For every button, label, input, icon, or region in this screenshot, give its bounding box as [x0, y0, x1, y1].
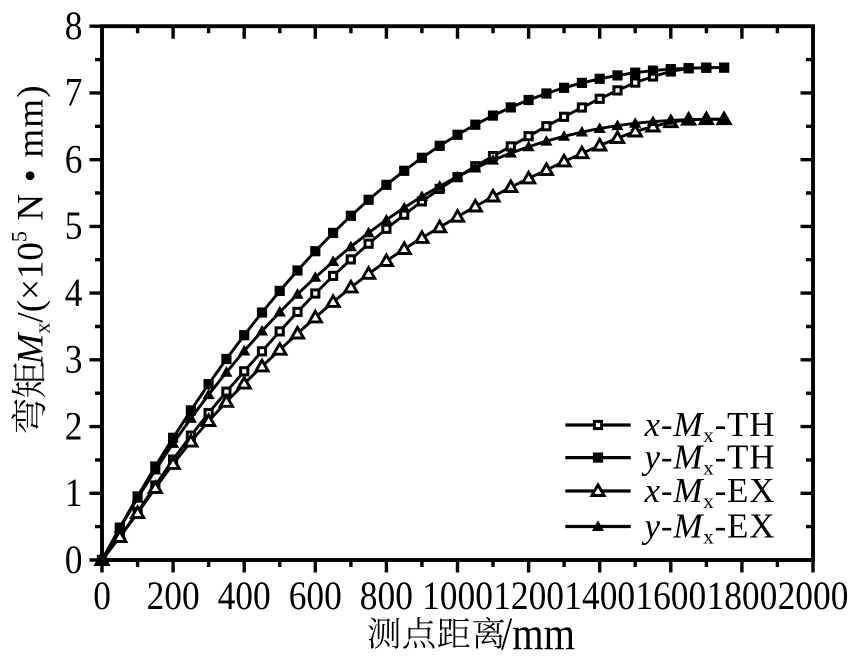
- svg-text:200: 200: [147, 573, 200, 618]
- svg-text:8: 8: [65, 3, 83, 48]
- svg-text:1400: 1400: [564, 573, 635, 618]
- svg-text:7: 7: [65, 70, 83, 115]
- svg-text:Mx/(×105 N • mm): Mx/(×105 N • mm): [7, 84, 55, 365]
- svg-text:2000: 2000: [778, 573, 849, 618]
- svg-text:5: 5: [65, 203, 83, 248]
- svg-text:2: 2: [65, 403, 83, 448]
- svg-text:6: 6: [65, 137, 83, 182]
- svg-text:800: 800: [360, 573, 413, 618]
- svg-text:1: 1: [65, 470, 83, 515]
- svg-text:1200: 1200: [493, 573, 564, 618]
- svg-text:1800: 1800: [707, 573, 778, 618]
- svg-text:400: 400: [218, 573, 271, 618]
- svg-text:600: 600: [289, 573, 342, 618]
- svg-text:4: 4: [65, 270, 83, 315]
- svg-text:1000: 1000: [422, 573, 493, 618]
- svg-text:0: 0: [93, 573, 111, 618]
- svg-text:0: 0: [65, 537, 83, 582]
- svg-text:1600: 1600: [635, 573, 706, 618]
- svg-text:/mm: /mm: [501, 608, 575, 660]
- svg-text:3: 3: [65, 337, 83, 382]
